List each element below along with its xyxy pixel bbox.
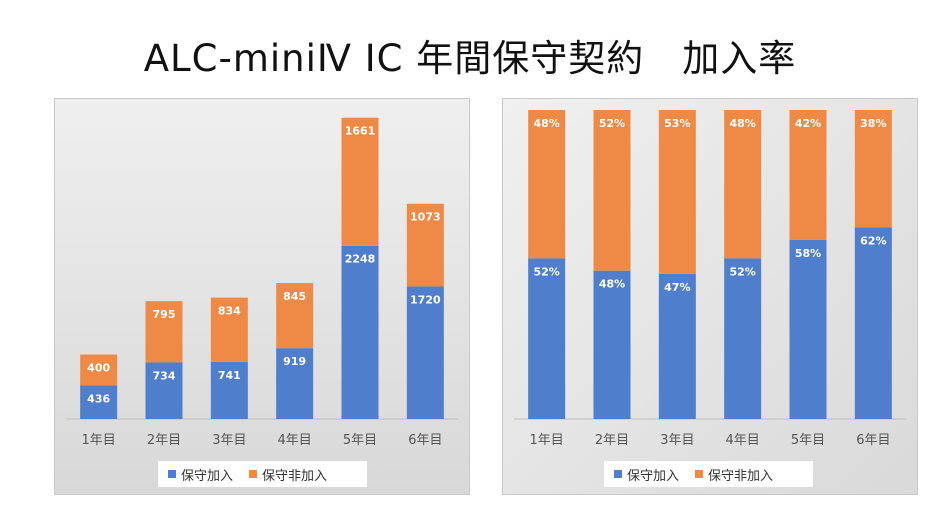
legend-label-joined: 保守加入 — [181, 468, 234, 484]
data-label-not-joined: 834 — [218, 305, 241, 318]
bar-not-joined — [145, 301, 183, 363]
data-label-joined: 436 — [87, 392, 110, 405]
x-tick-label: 3年目 — [212, 433, 246, 448]
data-label-joined: 58% — [795, 247, 821, 260]
data-label-joined: 62% — [860, 234, 886, 247]
data-label-joined: 734 — [153, 369, 176, 382]
bar-joined — [80, 385, 118, 419]
bar-not-joined — [724, 110, 762, 259]
x-tick-label: 4年目 — [726, 433, 760, 448]
legend-label-joined: 保守加入 — [627, 468, 680, 484]
x-tick-label: 1年目 — [82, 433, 116, 448]
x-tick-label: 6年目 — [856, 433, 890, 448]
data-label-joined: 52% — [533, 265, 559, 278]
data-label-joined: 48% — [599, 278, 625, 291]
bar-not-joined — [528, 110, 566, 259]
bar-not-joined — [210, 297, 248, 362]
data-label-not-joined: 52% — [599, 117, 625, 130]
bar-not-joined — [80, 354, 118, 386]
legend-item-joined: 保守加入 — [614, 465, 679, 484]
bar-not-joined — [658, 110, 696, 274]
legend-swatch-joined — [168, 470, 176, 478]
bar-joined — [658, 273, 696, 419]
count-chart-panel — [54, 98, 470, 495]
ratio-chart-legend: 保守加入 保守非加入 — [604, 461, 813, 487]
bar-joined — [593, 270, 631, 419]
bar-not-joined — [593, 110, 631, 271]
x-tick-label: 6年目 — [408, 433, 442, 448]
legend-item-joined: 保守加入 — [168, 465, 233, 484]
legend-item-not-joined: 保守非加入 — [249, 465, 327, 484]
legend-swatch-joined — [614, 470, 622, 478]
bar-joined — [341, 245, 379, 419]
legend-item-not-joined: 保守非加入 — [695, 465, 773, 484]
bar-joined — [145, 362, 183, 419]
legend-swatch-not-joined — [695, 470, 704, 478]
bar-joined — [789, 239, 827, 419]
bar-joined — [854, 227, 892, 419]
data-label-not-joined: 1661 — [345, 125, 376, 138]
data-label-joined: 47% — [664, 281, 690, 294]
x-tick-label: 1年目 — [530, 433, 564, 448]
bar-joined — [210, 361, 248, 419]
count-chart-legend: 保守加入 保守非加入 — [158, 461, 367, 487]
bar-not-joined — [341, 117, 379, 246]
legend-swatch-not-joined — [249, 470, 258, 478]
bar-not-joined — [276, 283, 314, 349]
data-label-not-joined: 795 — [153, 308, 176, 321]
data-label-not-joined: 42% — [795, 117, 821, 130]
x-tick-label: 2年目 — [147, 433, 181, 448]
data-label-not-joined: 53% — [664, 117, 690, 130]
bar-joined — [528, 258, 566, 419]
bar-not-joined — [406, 203, 444, 287]
bar-joined — [276, 348, 314, 419]
data-label-not-joined: 38% — [860, 117, 886, 130]
ratio-chart-panel — [502, 98, 918, 495]
x-tick-label: 5年目 — [791, 433, 825, 448]
data-label-joined: 52% — [729, 265, 755, 278]
data-label-joined: 741 — [218, 369, 241, 382]
data-label-not-joined: 1073 — [410, 211, 441, 224]
data-label-not-joined: 48% — [533, 117, 559, 130]
data-label-not-joined: 400 — [87, 362, 110, 375]
data-label-joined: 2248 — [345, 253, 376, 266]
x-tick-label: 2年目 — [595, 433, 629, 448]
x-tick-label: 3年目 — [660, 433, 694, 448]
legend-label-not-joined: 保守非加入 — [708, 468, 774, 484]
data-label-joined: 1720 — [410, 293, 441, 306]
x-tick-label: 4年目 — [278, 433, 312, 448]
legend-label-not-joined: 保守非加入 — [262, 468, 328, 484]
x-tick-label: 5年目 — [343, 433, 377, 448]
bar-joined — [406, 286, 444, 419]
data-label-joined: 919 — [283, 355, 306, 368]
bar-not-joined — [854, 110, 892, 228]
data-label-not-joined: 48% — [729, 117, 755, 130]
data-label-not-joined: 845 — [283, 290, 306, 303]
page-title: ALC-miniⅣ IC 年間保守契約 加入率 — [143, 37, 797, 80]
bar-joined — [724, 258, 762, 419]
bar-not-joined — [789, 110, 827, 240]
